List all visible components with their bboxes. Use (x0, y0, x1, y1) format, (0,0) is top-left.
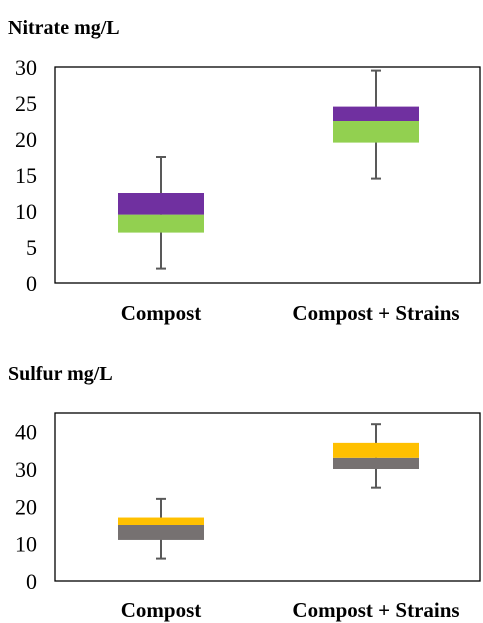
nitrate-chart-title: Nitrate mg/L (8, 17, 120, 39)
nitrate-y-tick-label: 30 (15, 55, 37, 80)
sulfur-box-upper-0 (118, 517, 204, 525)
nitrate-y-tick-label: 5 (26, 235, 37, 260)
sulfur-chart: Sulfur mg/L 0 10 20 30 40 Compost Compost + Str… (8, 363, 481, 622)
nitrate-y-tick-label: 25 (15, 91, 37, 116)
nitrate-y-tick-label: 15 (15, 163, 37, 188)
nitrate-category-label: Compost + Strains (292, 301, 459, 325)
sulfur-category-label: Compost + Strains (292, 598, 459, 622)
sulfur-box-upper-1 (333, 442, 419, 458)
nitrate-box-lower-0 (118, 214, 204, 233)
nitrate-chart: Nitrate mg/L 0 5 10 15 20 25 30 Compost Compost +… (8, 17, 481, 325)
sulfur-y-tick-label: 40 (15, 420, 37, 445)
nitrate-box-lower-1 (333, 121, 419, 143)
nitrate-box-upper-1 (333, 106, 419, 121)
nitrate-plot-frame (54, 66, 481, 284)
sulfur-plot-frame (54, 412, 481, 582)
nitrate-y-tick-label: 0 (26, 271, 37, 296)
nitrate-y-tick-label: 10 (15, 199, 37, 224)
sulfur-box-lower-1 (333, 457, 419, 469)
sulfur-y-tick-label: 20 (15, 494, 37, 519)
sulfur-chart-title: Sulfur mg/L (8, 363, 113, 385)
nitrate-box-upper-0 (118, 193, 204, 215)
sulfur-category-label: Compost (121, 598, 202, 622)
sulfur-y-tick-label: 30 (15, 457, 37, 482)
sulfur-y-tick-label: 10 (15, 532, 37, 557)
sulfur-y-tick-label: 0 (26, 569, 37, 594)
nitrate-y-tick-label: 20 (15, 127, 37, 152)
nitrate-category-label: Compost (121, 301, 202, 325)
sulfur-box-lower-0 (118, 525, 204, 540)
